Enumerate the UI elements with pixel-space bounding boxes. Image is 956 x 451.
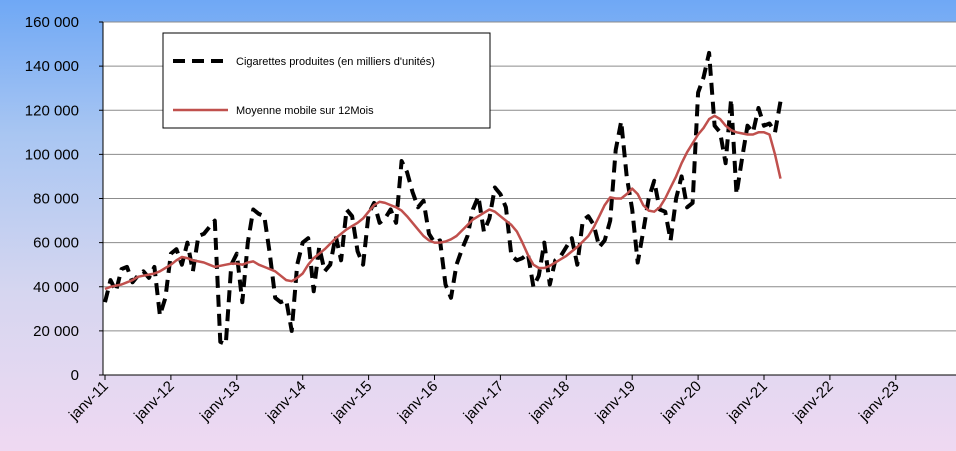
series-layer [103,50,783,347]
y-tick-label: 60 000 [33,235,79,252]
x-tick-label: janv-18 [526,378,574,426]
x-tick-label: janv-11 [65,378,112,425]
y-tick-label: 140 000 [25,58,79,75]
x-tick-label: janv-15 [328,378,376,426]
x-tick-label: janv-17 [460,378,508,426]
y-tick-label: 40 000 [33,279,79,296]
legend-box [162,32,491,129]
x-tick-label: janv-16 [394,378,442,426]
y-tick-label: 160 000 [25,14,79,31]
x-tick-label: janv-23 [855,378,903,426]
legend-label-cigarettes: Cigarettes produites (en milliers d'unit… [236,56,435,68]
x-tick-label: janv-20 [657,378,705,426]
x-tick-label: janv-14 [262,378,310,426]
x-tick-labels: janv-11 janv-12 janv-13 janv-14 janv-15 janv-… [65,375,903,425]
x-tick-label: janv-21 [723,378,771,426]
x-tick-label: janv-22 [789,378,837,426]
y-tick-label: 80 000 [33,191,79,208]
y-tick-label: 100 000 [25,146,79,163]
series-line-cigarettes [103,50,783,347]
legend: Cigarettes produites (en milliers d'unit… [162,32,491,129]
x-tick-label: janv-19 [592,378,640,426]
y-tick-label: 20 000 [33,323,79,340]
legend-label-moving-average: Moyenne mobile sur 12Mois [236,105,374,117]
x-tick-label: janv-13 [196,378,244,426]
y-tick-label: 0 [71,367,79,384]
series-line-moving-average [104,114,782,291]
y-tick-labels: 0 20 000 40 000 60 000 80 000 100 000 120 000 1… [25,14,103,384]
x-tick-label: janv-12 [130,378,178,426]
y-tick-label: 120 000 [25,102,79,119]
